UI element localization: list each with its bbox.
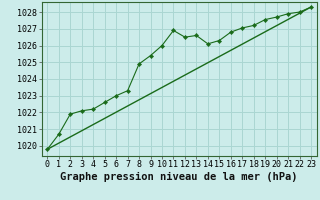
X-axis label: Graphe pression niveau de la mer (hPa): Graphe pression niveau de la mer (hPa): [60, 172, 298, 182]
